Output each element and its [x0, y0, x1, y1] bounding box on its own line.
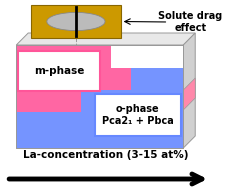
Text: Solute drag
effect: Solute drag effect	[158, 11, 222, 33]
Polygon shape	[16, 68, 183, 148]
FancyBboxPatch shape	[18, 51, 100, 91]
Text: m-phase: m-phase	[34, 66, 84, 76]
Polygon shape	[16, 45, 183, 148]
Polygon shape	[16, 45, 131, 112]
Polygon shape	[183, 78, 195, 110]
Ellipse shape	[47, 12, 105, 31]
Text: o-phase
Pca2₁ + Pbca: o-phase Pca2₁ + Pbca	[102, 104, 173, 126]
Text: La-concentration (3-15 at%): La-concentration (3-15 at%)	[23, 150, 188, 160]
Polygon shape	[16, 33, 195, 45]
FancyBboxPatch shape	[95, 94, 181, 136]
FancyBboxPatch shape	[31, 5, 121, 38]
Polygon shape	[183, 33, 195, 148]
